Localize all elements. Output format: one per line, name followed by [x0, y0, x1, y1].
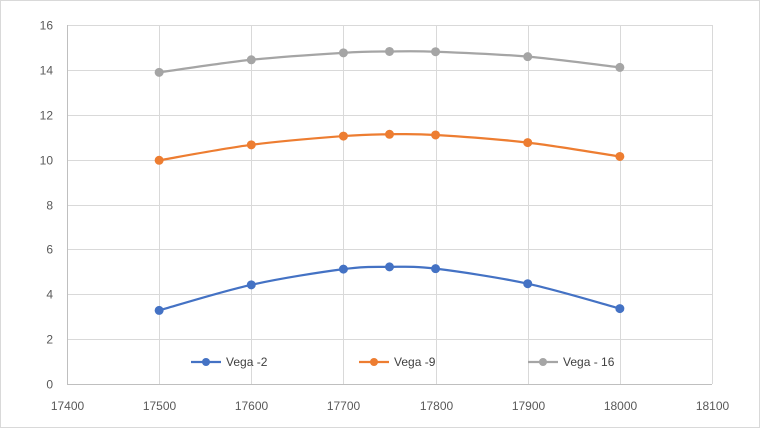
- y-tick-label: 12: [40, 109, 54, 123]
- y-tick-label: 8: [46, 199, 53, 213]
- x-tick-label: 17400: [51, 399, 85, 413]
- series-3: [154, 46, 625, 77]
- data-point: [246, 280, 256, 290]
- data-point: [615, 151, 625, 161]
- y-tick-label: 4: [46, 288, 53, 302]
- y-tick-label: 6: [46, 243, 53, 257]
- data-point: [385, 262, 394, 272]
- axis-layer: 0 2 4 6 8 10 12 14 16 17400 17500 17600 17700 17800 17…: [40, 19, 730, 414]
- legend-marker: [370, 358, 378, 366]
- x-tick-label: 17500: [143, 399, 177, 413]
- legend: Vega -2 Vega -9 Vega - 16: [191, 355, 615, 369]
- data-point: [338, 48, 348, 58]
- x-tick-label: 18100: [696, 399, 730, 413]
- legend-marker: [539, 358, 547, 366]
- legend-marker: [202, 358, 210, 366]
- data-point: [523, 279, 533, 289]
- x-tick-label: 17800: [420, 399, 454, 413]
- data-point: [385, 129, 394, 139]
- data-point: [615, 62, 625, 72]
- series-line: [158, 265, 621, 312]
- series-layer: [154, 46, 625, 315]
- x-tick-label: 18000: [604, 399, 638, 413]
- data-point: [431, 47, 441, 57]
- x-tick-label: 17600: [235, 399, 269, 413]
- y-tick-label: 0: [46, 378, 53, 392]
- series-1: [154, 262, 625, 315]
- y-tick-label: 10: [40, 154, 54, 168]
- legend-label: Vega - 16: [563, 355, 615, 369]
- x-tick-label: 17700: [327, 399, 361, 413]
- y-tick-label: 2: [46, 333, 53, 347]
- data-point: [431, 130, 441, 140]
- data-point: [246, 140, 256, 150]
- legend-item-1: Vega -2: [191, 355, 268, 369]
- data-point: [154, 67, 164, 77]
- grid-layer: [67, 25, 713, 384]
- data-point: [154, 305, 164, 315]
- data-point: [431, 264, 441, 274]
- y-tick-label: 14: [40, 64, 54, 78]
- data-point: [385, 46, 394, 56]
- x-tick-label: 17900: [512, 399, 546, 413]
- data-point: [615, 304, 625, 314]
- legend-label: Vega -9: [394, 355, 436, 369]
- data-point: [338, 264, 348, 274]
- data-point: [523, 138, 533, 148]
- y-tick-label: 16: [40, 19, 54, 33]
- series-2: [154, 129, 625, 165]
- data-point: [523, 52, 533, 62]
- legend-item-2: Vega -9: [359, 355, 436, 369]
- data-point: [246, 55, 256, 65]
- legend-item-3: Vega - 16: [528, 355, 615, 369]
- data-point: [154, 155, 164, 165]
- legend-label: Vega -2: [226, 355, 268, 369]
- data-point: [338, 131, 348, 141]
